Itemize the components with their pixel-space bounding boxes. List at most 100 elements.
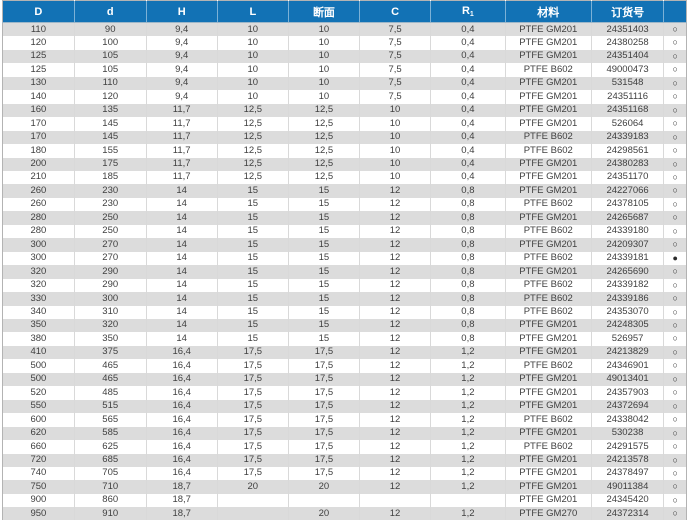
cell-D: 140 — [2, 90, 75, 104]
cell-R1: 1,2 — [430, 480, 506, 494]
cell-section: 12,5 — [288, 117, 361, 131]
cell-d: 270 — [74, 251, 147, 266]
table-row: 170 145 11,7 12,5 12,5 10 0,4 PTFE B602 24339183… — [2, 130, 687, 145]
cell-C: 7,5 — [359, 90, 432, 104]
column-header-stock-status — [663, 0, 687, 23]
table-row: 210 185 11,7 12,5 12,5 10 0,4 PTFE GM201 2435117… — [2, 170, 687, 185]
cell-D: 600 — [2, 413, 75, 427]
cell-L: 20 — [217, 480, 289, 494]
open-circle-icon: ○ — [672, 118, 678, 129]
cell-section: 15 — [288, 224, 361, 239]
cell-stock-status: ○ — [664, 117, 687, 130]
table-row: 260 230 14 15 15 12 0,8 PTFE GM201 24227066 ○ — [2, 184, 687, 198]
table-row: 140 120 9,4 10 10 7,5 0,4 PTFE GM201 24351116 ○ — [2, 90, 687, 104]
cell-R1: 1,2 — [430, 345, 506, 360]
cell-stock-status: ○ — [664, 23, 687, 37]
open-circle-icon: ○ — [672, 171, 678, 182]
cell-stock-status: ○ — [664, 346, 687, 359]
cell-D: 750 — [2, 480, 75, 494]
open-circle-icon: ○ — [672, 279, 678, 290]
cell-D: 210 — [2, 170, 75, 185]
cell-section: 20 — [288, 507, 361, 520]
cell-D: 280 — [2, 211, 75, 225]
cell-R1: 1,2 — [430, 413, 506, 427]
cell-d: 350 — [74, 332, 147, 346]
cell-C: 12 — [359, 251, 432, 266]
cell-R1: 1,2 — [430, 386, 506, 400]
cell-stock-status: ○ — [664, 454, 687, 467]
cell-D: 320 — [2, 265, 75, 279]
cell-R1: 0,4 — [430, 63, 506, 77]
cell-order-no: 24265687 — [591, 211, 665, 225]
cell-H: 14 — [146, 278, 218, 293]
cell-H: 14 — [146, 292, 218, 306]
cell-section: 20 — [288, 480, 361, 494]
cell-section: 12,5 — [288, 157, 361, 171]
cell-C: 12 — [359, 265, 432, 279]
open-circle-icon: ○ — [672, 145, 678, 156]
cell-order-no: 24346901 — [591, 359, 665, 373]
cell-d: 465 — [74, 359, 147, 373]
cell-R1: 0,8 — [430, 224, 506, 239]
table-row: 320 290 14 15 15 12 0,8 PTFE GM201 24265690 ○ — [2, 265, 687, 279]
open-circle-icon: ○ — [672, 360, 678, 371]
cell-section: 17,5 — [288, 345, 361, 360]
cell-material: PTFE GM201 — [505, 493, 592, 508]
cell-D: 180 — [2, 144, 75, 158]
cell-D: 500 — [2, 372, 75, 387]
cell-C: 12 — [359, 305, 432, 319]
cell-D: 320 — [2, 278, 75, 293]
cell-material: PTFE GM201 — [505, 426, 592, 441]
cell-H: 9,4 — [146, 22, 218, 37]
cell-d: 110 — [74, 76, 147, 91]
cell-R1: 1,2 — [430, 399, 506, 414]
cell-material: PTFE B602 — [505, 251, 592, 266]
cell-R1 — [430, 493, 506, 508]
cell-section: 10 — [288, 76, 361, 91]
cell-D: 720 — [2, 453, 75, 467]
cell-stock-status: ○ — [664, 507, 687, 520]
cell-D: 120 — [2, 36, 75, 50]
cell-d: 290 — [74, 265, 147, 279]
cell-material: PTFE GM270 — [505, 507, 592, 520]
table-row: 750 710 18,7 20 20 12 1,2 PTFE GM201 49011384 ○ — [2, 480, 687, 494]
table-row: 520 485 16,4 17,5 17,5 12 1,2 PTFE GM201 2435790… — [2, 386, 687, 400]
cell-C: 12 — [359, 426, 432, 441]
cell-stock-status: ○ — [664, 427, 687, 440]
open-circle-icon: ○ — [672, 64, 678, 75]
cell-H: 14 — [146, 318, 218, 333]
cell-R1: 0,8 — [430, 184, 506, 198]
cell-section: 17,5 — [288, 359, 361, 373]
cell-section: 10 — [288, 36, 361, 50]
cell-H: 16,4 — [146, 372, 218, 387]
open-circle-icon: ○ — [672, 306, 678, 317]
cell-d: 155 — [74, 144, 147, 158]
cell-C: 10 — [359, 157, 432, 171]
cell-order-no: 24351116 — [591, 90, 665, 104]
cell-section: 17,5 — [288, 466, 361, 481]
cell-C: 10 — [359, 144, 432, 158]
cell-C: 12 — [359, 440, 432, 454]
cell-L: 17,5 — [217, 399, 289, 414]
cell-section: 12,5 — [288, 103, 361, 118]
open-circle-icon: ○ — [672, 91, 678, 102]
cell-section: 15 — [288, 278, 361, 293]
cell-H: 18,7 — [146, 480, 218, 494]
cell-D: 130 — [2, 76, 75, 91]
open-circle-icon: ○ — [672, 441, 678, 452]
column-header-R1: R1 — [430, 0, 506, 23]
cell-stock-status: ○ — [664, 50, 687, 63]
cell-section: 10 — [288, 90, 361, 104]
cell-C: 12 — [359, 453, 432, 467]
cell-L: 10 — [217, 36, 289, 50]
table-row: 950 910 18,7 20 12 1,2 PTFE GM270 24372314 ○ — [2, 507, 687, 520]
cell-d: 375 — [74, 345, 147, 360]
cell-H: 16,4 — [146, 426, 218, 441]
cell-d: 585 — [74, 426, 147, 441]
cell-D: 350 — [2, 318, 75, 333]
cell-stock-status: ○ — [664, 373, 687, 386]
cell-R1: 0,4 — [430, 157, 506, 171]
table-row: 900 860 18,7 PTFE GM201 24345420 ○ — [2, 493, 687, 508]
cell-d: 135 — [74, 103, 147, 118]
column-header-material: 材料 — [505, 0, 592, 23]
